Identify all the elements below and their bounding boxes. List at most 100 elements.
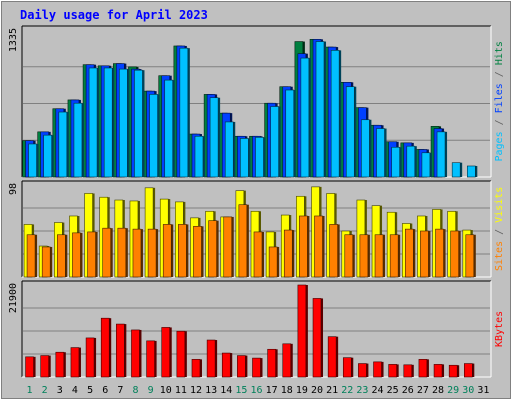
panel-scale-label: 1335	[8, 28, 19, 52]
bar-kbytes-day-26	[403, 364, 413, 378]
legend-part: Sites	[494, 241, 505, 271]
bar-kbytes-day-19	[297, 284, 307, 378]
x-tick-label-day-30: 30	[462, 385, 474, 396]
bar-pages-day-18	[285, 89, 295, 178]
x-tick-label-day-29: 29	[447, 385, 459, 396]
bar-pages-day-12	[194, 135, 204, 178]
bar-kbytes-day-1	[25, 356, 34, 378]
bar-pages-day-2	[43, 134, 52, 178]
bar-sites-day-28	[435, 228, 444, 278]
bar-pages-day-29	[451, 162, 461, 178]
bar-sites-day-27	[420, 230, 429, 278]
bar-pages-day-19	[300, 57, 310, 178]
bar-kbytes-day-6	[100, 317, 110, 378]
x-tick-label-day-15: 15	[235, 385, 247, 396]
bar-kbytes-day-10	[161, 327, 171, 378]
x-tick-label-day-20: 20	[311, 385, 323, 396]
bar-kbytes-day-18	[282, 343, 292, 378]
x-tick-label-day-4: 4	[72, 385, 78, 396]
bar-kbytes-day-13	[206, 339, 216, 378]
bar-sites-day-7	[117, 227, 127, 278]
bar-kbytes-day-16	[252, 357, 261, 378]
panel-series-legend: Sites / Visits	[494, 187, 505, 271]
x-tick-label-day-16: 16	[250, 385, 262, 396]
bar-kbytes-day-24	[373, 361, 382, 378]
bar-sites-day-21	[329, 224, 338, 278]
x-tick-label-day-1: 1	[27, 385, 33, 396]
x-tick-label-day-7: 7	[117, 385, 123, 396]
bar-pages-day-28	[436, 131, 446, 178]
bar-kbytes-day-3	[55, 351, 65, 378]
bar-sites-day-3	[57, 234, 66, 278]
x-tick-label-day-28: 28	[432, 385, 444, 396]
bar-kbytes-day-23	[358, 363, 367, 378]
bar-sites-day-20	[314, 215, 323, 278]
bar-pages-day-16	[255, 137, 264, 178]
bar-sites-day-18	[283, 229, 293, 278]
bar-kbytes-day-2	[40, 355, 49, 378]
bar-sites-day-17	[268, 246, 278, 278]
bar-sites-day-4	[72, 232, 81, 278]
bar-sites-day-19	[299, 215, 308, 278]
legend-part: /	[494, 65, 505, 83]
x-tick-label-day-9: 9	[148, 385, 154, 396]
bar-pages-day-6	[103, 67, 113, 178]
bar-kbytes-day-21	[327, 336, 337, 378]
bar-sites-day-11	[178, 224, 187, 278]
bar-sites-day-30	[465, 234, 475, 278]
bar-sites-day-10	[162, 224, 172, 278]
bar-kbytes-day-11	[176, 330, 186, 378]
bar-sites-day-29	[450, 230, 459, 278]
bar-kbytes-day-9	[146, 340, 155, 378]
panel-kbytes: 21900 KBytes	[8, 280, 505, 378]
x-tick-label-day-23: 23	[356, 385, 368, 396]
x-tick-label-day-3: 3	[57, 385, 63, 396]
legend-part: /	[494, 113, 505, 131]
bar-kbytes-day-8	[131, 329, 140, 378]
panel-visits_sites: 98 Sites / Visits	[8, 180, 505, 278]
bar-kbytes-day-30	[464, 363, 473, 378]
bar-pages-day-26	[406, 145, 416, 178]
bar-pages-day-25	[391, 146, 400, 178]
bar-pages-day-30	[467, 165, 476, 178]
chart-panels: 1335 Pages / Files / Hits 98 Sites / Visits…	[8, 25, 505, 378]
legend-part: Pages	[494, 131, 505, 161]
bar-sites-day-14	[223, 216, 233, 278]
bar-pages-day-8	[134, 69, 143, 178]
x-tick-label-day-19: 19	[296, 385, 308, 396]
bar-pages-day-7	[119, 68, 128, 178]
x-tick-label-day-5: 5	[87, 385, 93, 396]
bar-sites-day-6	[102, 227, 112, 278]
bar-kbytes-day-27	[418, 359, 428, 378]
panel-scale-label: 98	[8, 183, 19, 195]
x-tick-label-day-17: 17	[266, 385, 278, 396]
panel-scale-label: 21900	[8, 283, 19, 313]
bar-sites-day-12	[193, 226, 202, 278]
x-tick-label-day-10: 10	[160, 385, 172, 396]
legend-part: Visits	[494, 187, 505, 223]
x-tick-label-day-14: 14	[220, 385, 232, 396]
bar-pages-day-22	[345, 86, 355, 178]
bar-pages-day-10	[164, 79, 174, 178]
panel-hits_files_pages: 1335 Pages / Files / Hits	[8, 25, 505, 178]
chart-title: Daily usage for April 2023	[20, 8, 208, 22]
bar-pages-day-17	[270, 106, 279, 178]
bar-pages-day-21	[330, 50, 340, 178]
bar-pages-day-14	[224, 121, 234, 178]
bar-sites-day-9	[147, 228, 157, 278]
x-tick-label-day-11: 11	[175, 385, 187, 396]
panel-series-legend: Pages / Files / Hits	[494, 41, 505, 161]
bar-sites-day-15	[238, 204, 248, 278]
x-tick-label-day-26: 26	[402, 385, 414, 396]
bar-pages-day-5	[88, 67, 98, 178]
legend-part: /	[494, 223, 505, 241]
bar-kbytes-day-28	[433, 364, 443, 378]
bar-kbytes-day-20	[312, 298, 322, 378]
bar-kbytes-day-4	[70, 347, 80, 378]
bar-pages-day-20	[315, 41, 325, 178]
bar-sites-day-2	[41, 246, 51, 278]
bar-kbytes-day-15	[237, 355, 246, 378]
bar-kbytes-day-25	[388, 364, 397, 378]
bar-pages-day-9	[149, 94, 158, 178]
